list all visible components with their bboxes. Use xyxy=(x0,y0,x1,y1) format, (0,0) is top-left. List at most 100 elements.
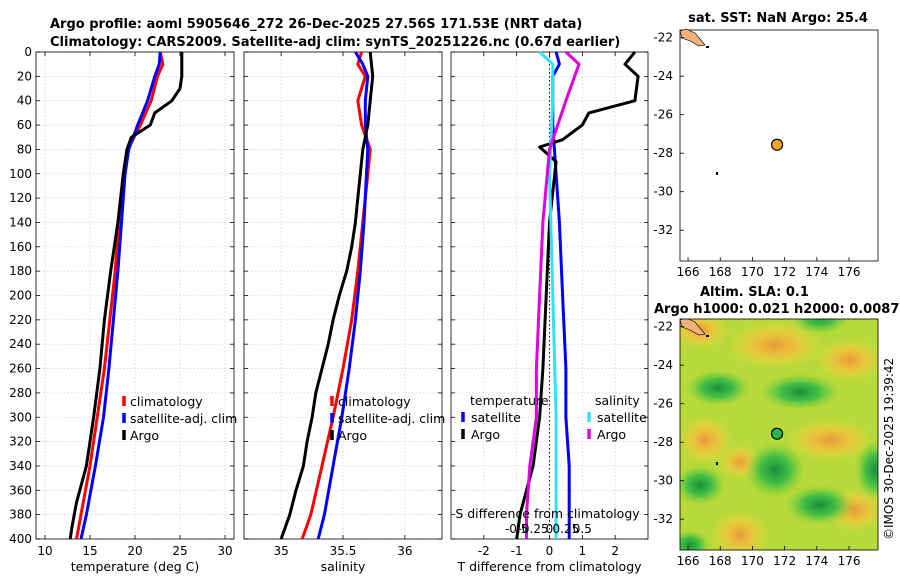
map-x-tick-label: 176 xyxy=(838,554,861,568)
x-axis-label: salinity xyxy=(321,559,366,574)
sla-high xyxy=(680,415,733,465)
series-line-satellite-adj-clim xyxy=(79,51,162,540)
y-tick-label: 280 xyxy=(9,386,32,400)
temperature-panel: 0 20 40 60 80 100 120 140 160 180 200 220 240 260 280 3… xyxy=(9,45,237,574)
sst-map: 166 168 170 172 174 176 -22 -24 -26 -28 -30 -32 xyxy=(653,28,879,279)
sla-low xyxy=(686,370,750,406)
map-y-tick-label: -28 xyxy=(653,146,673,160)
series-line-satellite-adj-clim xyxy=(316,51,370,540)
sla-low xyxy=(680,465,725,505)
legend-label: satellite-adj. clim xyxy=(130,411,237,426)
s-difference-tick-label: -0.5 xyxy=(505,522,528,536)
sla-high xyxy=(785,418,875,462)
map-y-tick-label: -32 xyxy=(653,512,673,526)
series-line-satellite-temperature- xyxy=(551,51,571,539)
land-islet xyxy=(716,462,718,465)
y-tick-label: 380 xyxy=(9,508,32,522)
sla-low xyxy=(790,319,850,335)
sla-map-frame xyxy=(679,318,879,551)
map-y-tick-label: -28 xyxy=(653,435,673,449)
legend-label: satellite xyxy=(597,410,647,425)
sla-map: 166 168 170 172 174 176 -22 -24 -26 -28 -30 -32 xyxy=(653,318,879,568)
sla-low xyxy=(745,442,805,498)
sla-high xyxy=(710,510,770,550)
y-tick-label: 240 xyxy=(9,337,32,351)
sst-map-title: sat. SST: NaN Argo: 25.4 xyxy=(688,11,868,26)
y-tick-label: 400 xyxy=(9,532,32,546)
y-tick-label: 260 xyxy=(9,362,32,376)
map-y-tick-label: -26 xyxy=(653,397,673,411)
map-x-tick-label: 174 xyxy=(805,554,828,568)
x-tick-label: 15 xyxy=(82,544,97,558)
map-x-tick-label: 174 xyxy=(805,265,828,279)
map-x-tick-label: 168 xyxy=(709,265,732,279)
y-tick-label: 300 xyxy=(9,410,32,424)
map-x-tick-label: 172 xyxy=(773,265,796,279)
land-islet xyxy=(716,172,718,175)
x-tick-label: 36 xyxy=(397,544,412,558)
x-tick-label: 10 xyxy=(37,544,52,558)
y-tick-label: 160 xyxy=(9,240,32,254)
y-tick-label: 100 xyxy=(9,167,32,181)
legend-label: climatology xyxy=(338,394,411,409)
map-y-tick-label: -22 xyxy=(653,320,673,334)
legend-title-salinity: salinity xyxy=(595,393,640,408)
map-y-tick-label: -32 xyxy=(653,223,673,237)
map-x-tick-label: 170 xyxy=(741,265,764,279)
map-y-tick-label: -24 xyxy=(653,358,673,372)
argo-position-marker xyxy=(770,138,784,151)
map-x-tick-label: 170 xyxy=(741,554,764,568)
land-new-caledonia xyxy=(679,28,706,47)
legend-label: Argo xyxy=(338,428,367,443)
series-line-argo xyxy=(68,52,184,540)
y-tick-label: 180 xyxy=(9,264,32,278)
map-y-tick-label: -22 xyxy=(653,31,673,45)
difference-panel: -2 -1 0 1 2T difference from climatology temp… xyxy=(450,50,649,574)
sla-low xyxy=(680,530,710,550)
y-tick-label: 40 xyxy=(17,94,32,108)
x-tick-label: 25 xyxy=(172,544,187,558)
x-tick-label: 35.5 xyxy=(330,544,357,558)
sla-low xyxy=(855,440,878,500)
s-difference-tick-label: -0.25 xyxy=(518,522,549,536)
x-tick-label: 30 xyxy=(217,544,232,558)
salinity-panel: 35 35.5 36 salinity climatology satellite-adj… xyxy=(243,51,445,574)
figure-title-line1: Argo profile: aoml 5905646_272 26-Dec-20… xyxy=(50,17,582,32)
y-tick-label: 0 xyxy=(24,45,32,59)
x-tick-label: 0 xyxy=(546,544,554,558)
sla-high xyxy=(815,338,878,382)
map-y-tick-label: -30 xyxy=(653,474,673,488)
y-tick-label: 120 xyxy=(9,191,32,205)
y-tick-label: 320 xyxy=(9,435,32,449)
sla-map-title-line2: Argo h1000: 0.021 h2000: 0.0087 xyxy=(654,302,899,317)
map-x-tick-label: 176 xyxy=(838,265,861,279)
map-y-tick-label: -26 xyxy=(653,108,673,122)
imos-credit: ©IMOS 30-Dec-2025 19:39:42 xyxy=(882,358,896,540)
legend-label: Argo xyxy=(130,428,159,443)
x-tick-label: 20 xyxy=(127,544,142,558)
legend-label: satellite xyxy=(471,410,521,425)
x-tick-label: 2 xyxy=(611,544,619,558)
s-difference-label: S difference from climatology xyxy=(455,506,640,521)
series-line-argo-salinity- xyxy=(525,50,581,539)
s-difference-tick-label: 0 xyxy=(546,522,554,536)
sla-high xyxy=(725,320,825,370)
y-tick-label: 340 xyxy=(9,459,32,473)
sla-map-title-line1: Altim. SLA: 0.1 xyxy=(700,285,809,300)
y-tick-label: 80 xyxy=(17,142,32,156)
x-axis-label: temperature (deg C) xyxy=(71,559,200,574)
series-line-argo xyxy=(279,51,375,540)
y-tick-label: 20 xyxy=(17,69,32,83)
s-difference-tick-label: 0.5 xyxy=(573,522,592,536)
x-tick-label: -1 xyxy=(511,544,523,558)
sla-field xyxy=(680,319,878,550)
y-tick-label: 140 xyxy=(9,215,32,229)
sla-low xyxy=(785,485,855,525)
x-tick-label: -2 xyxy=(478,544,490,558)
y-tick-label: 360 xyxy=(9,483,32,497)
map-y-tick-label: -30 xyxy=(653,185,673,199)
y-tick-label: 220 xyxy=(9,313,32,327)
legend-label: satellite-adj. clim xyxy=(338,411,445,426)
x-tick-label: 1 xyxy=(579,544,587,558)
